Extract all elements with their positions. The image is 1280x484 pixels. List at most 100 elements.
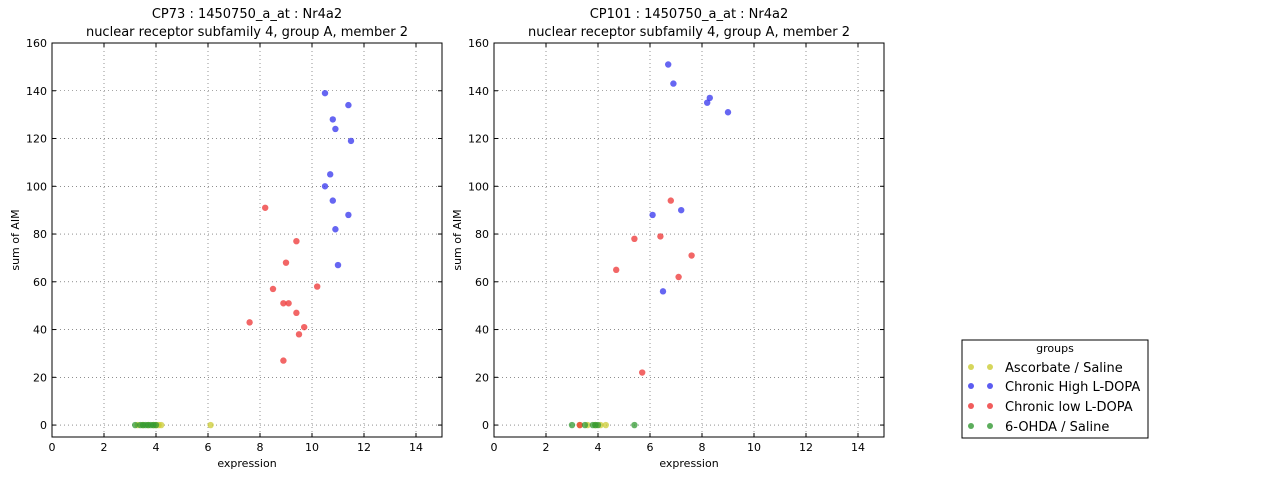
y-tick-label: 20 [33,371,47,384]
series-chronic-high-l-dopa [321,89,355,269]
y-axis-label: sum of AIM [451,209,464,270]
legend-entry-chronic-low-l-dopa: Chronic low L-DOPA [968,400,1133,415]
data-point [657,233,664,240]
data-point [329,197,336,204]
x-tick-label: 4 [153,441,160,454]
data-point [321,183,329,190]
y-tick-label: 80 [33,228,47,241]
data-point [280,357,287,364]
x-axis-label: expression [659,457,718,470]
data-point [667,197,674,204]
data-point [321,89,329,97]
charts-group: CP73 : 1450750_a_at : Nr4a2 nuclear recep… [9,7,885,470]
data-point [659,288,667,295]
x-tick-label: 12 [357,441,371,454]
data-point [613,266,620,274]
x-tick-label: 12 [799,441,813,454]
legend-frame [961,339,1149,439]
x-tick-label: 8 [699,441,706,454]
x-tick-label: 10 [747,441,761,454]
legend-label-chronic-low-l-dopa: Chronic low L-DOPA [1005,400,1133,415]
data-point [314,283,321,290]
y-tick-label: 60 [475,276,489,289]
chart-title: CP73 : 1450750_a_at : Nr4a2 [152,7,342,22]
data-point [295,331,303,338]
x-tick-label: 2 [543,441,550,454]
legend: groups Ascorbate / Saline Chronic High L… [961,339,1149,439]
legend-label-6-ohda-saline: 6-OHDA / Saline [1005,420,1109,435]
y-tick-label: 0 [40,419,47,432]
series-6-ohda-saline [568,421,638,429]
legend-entry-ascorbate-saline: Ascorbate / Saline [968,361,1123,376]
y-tick-label: 160 [26,37,47,50]
series-chronic-low-l-dopa [246,204,321,364]
data-point [688,252,695,259]
legend-label-chronic-high-l-dopa: Chronic High L-DOPA [1005,380,1140,395]
x-tick-label: 14 [851,441,865,454]
data-point [724,109,732,116]
data-point [293,237,300,245]
data-point [594,421,602,429]
x-axis-label: expression [217,457,276,470]
plot-frame [493,42,885,438]
y-tick-label: 0 [482,419,489,432]
y-tick-label: 120 [26,133,47,146]
y-tick-label: 60 [33,276,47,289]
y-tick-label: 80 [475,228,489,241]
y-axis-label: sum of AIM [9,209,22,270]
data-point [706,94,713,102]
chart-panel-2: CP101 : 1450750_a_at : Nr4a2 nuclear rece… [451,7,885,470]
data-point [675,273,682,281]
y-tick-label: 20 [475,371,489,384]
legend-marker-6-ohda [968,423,974,429]
data-point [332,226,339,233]
data-point [568,421,576,429]
x-tick-label: 0 [491,441,498,454]
x-tick-label: 4 [595,441,602,454]
legend-marker-chronic-high [968,383,974,389]
data-point [262,204,269,211]
data-point [332,125,339,133]
data-point [347,137,355,145]
data-point [293,309,300,317]
data-point [280,300,287,307]
y-tick-label: 140 [468,85,489,98]
x-tick-label: 10 [305,441,319,454]
data-point [602,421,609,429]
legend-marker-chronic-low-2 [987,403,993,409]
data-point [334,261,342,269]
y-tick-label: 40 [475,324,489,337]
series-chronic-low-l-dopa [576,197,695,429]
data-point [207,421,214,429]
y-tick-label: 160 [468,37,489,50]
chart-subtitle: nuclear receptor subfamily 4, group A, m… [528,25,850,40]
legend-marker-6-ohda-2 [987,423,993,429]
chart-subtitle: nuclear receptor subfamily 4, group A, m… [86,25,408,40]
data-point [132,421,139,429]
x-tick-label: 0 [49,441,56,454]
data-point [152,421,160,429]
chart-panel-1: CP73 : 1450750_a_at : Nr4a2 nuclear recep… [9,7,443,470]
x-tick-label: 6 [205,441,212,454]
data-point [269,285,277,293]
x-tick-label: 8 [257,441,264,454]
plot-frame [51,42,443,438]
x-tick-label: 6 [647,441,654,454]
data-point [301,323,308,331]
y-tick-label: 40 [33,324,47,337]
data-point [639,369,646,376]
data-point [631,421,638,429]
chart-title: CP101 : 1450750_a_at : Nr4a2 [590,7,789,22]
data-point [327,171,334,178]
legend-label-ascorbate-saline: Ascorbate / Saline [1005,361,1123,376]
y-tick-label: 120 [468,133,489,146]
legend-title: groups [1036,342,1074,355]
y-tick-label: 100 [26,180,47,193]
data-point [649,211,656,219]
data-point [704,99,711,106]
series-6-ohda-saline [132,421,160,429]
data-point [345,211,352,219]
data-point [246,319,253,326]
y-tick-label: 100 [468,180,489,193]
